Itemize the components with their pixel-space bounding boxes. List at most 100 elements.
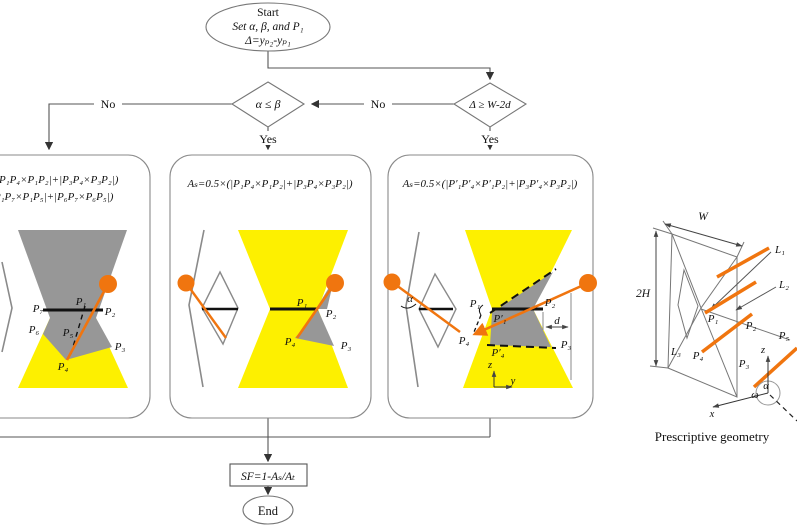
edge-view-chevron [188, 229, 205, 388]
yes-right-bg [474, 131, 506, 145]
label-p2: P₂ [104, 306, 116, 318]
formula-right: Aₛ=0.5×(|P′₁P′₄×P′₁P₂|+|P₃P′₄×P₃P₂|) [402, 178, 578, 190]
prescriptive-geometry-3d: W 2H L₁ L₂ L₃ P₁ P₂ P₃ P₄ P₅ z x ω α Pre… [636, 211, 797, 444]
orange-line-l3 [700, 312, 754, 354]
fold-right [700, 256, 738, 398]
label-p3: P₃ [560, 339, 572, 351]
dim-w-line [664, 223, 743, 247]
formula-left-line1: |P₁P₄×P₁P₂|+|P₃P₄×P₃P₂|) [0, 174, 119, 186]
label-alpha-3d: α [763, 381, 769, 392]
sf-result-box [229, 463, 308, 487]
start-line1: Start [257, 7, 280, 19]
geometry-caption: Prescriptive geometry [655, 429, 770, 444]
edge-view-prescriptive-line [185, 282, 227, 339]
yes-right-label: Yes [481, 132, 499, 146]
sf-result-label: SF=1-Aₛ/Aₜ [241, 471, 295, 483]
bowtie-bottom-yellow [238, 309, 348, 388]
label-d: d [554, 315, 560, 327]
shift-arc-mark [478, 304, 484, 316]
label-l3: L₃ [670, 346, 681, 358]
bowtie-top-yellow [465, 230, 572, 309]
connector-no-alpha-to-left [44, 103, 232, 151]
label-x-3d: x [709, 409, 715, 420]
formula-left-line2: P₁P₇×P₁P₅|+|P₆P₇×P₆P₅|) [0, 191, 114, 203]
container-case-left [0, 154, 151, 419]
flow-connectors [0, 51, 495, 496]
label-p1: P₁ [75, 296, 87, 308]
label-p1-prime: P′₁ [493, 313, 507, 325]
line-end-dot [326, 274, 344, 292]
label-p4: P₄ [458, 335, 470, 347]
label-p5-3d: P₅ [778, 330, 790, 342]
prescriptive-line [472, 281, 589, 336]
leader-l1 [710, 251, 772, 310]
orange-line-l2 [704, 280, 757, 315]
orange-line-l4 [752, 346, 797, 389]
label-p2: P₂ [544, 297, 556, 309]
label-p4-prime: P′₄ [491, 347, 505, 359]
bowtie-top-gray [18, 230, 127, 318]
decision-alpha-label: α ≤ β [256, 97, 281, 111]
label-z-3d: z [760, 345, 765, 356]
p1-p4-dashed [473, 314, 482, 333]
edge-view-diamond [418, 272, 457, 349]
p2-p5-line [700, 308, 791, 341]
edge-view-chevron-cut [1, 261, 13, 353]
label-2h: 2H [636, 288, 651, 300]
prescriptive-line [295, 282, 337, 339]
no-left-label: No [101, 97, 116, 111]
orange-line-l1 [716, 246, 770, 279]
prescriptive-line [65, 283, 110, 361]
fold-diamond [677, 268, 699, 340]
diagram-middle-case: P₁ P₂ P₄ P₃ [177, 229, 351, 388]
label-alpha: α [407, 293, 413, 305]
edge-view-prescriptive-line [391, 281, 461, 333]
line-end-dot [579, 274, 597, 292]
label-p2-3d: P₂ [745, 320, 757, 332]
label-p5: P₅ [62, 327, 74, 339]
prescriptive-lines-3d [700, 246, 797, 389]
label-p4: P₄ [57, 361, 69, 373]
label-p1: P₁ [296, 297, 308, 309]
label-y: y [510, 376, 516, 387]
label-omega: ω [751, 390, 758, 401]
end-node [242, 495, 294, 525]
label-p1-3d: P₁ [707, 313, 719, 325]
bowtie-top-yellow [238, 230, 348, 309]
no-mid-label: No [371, 97, 386, 111]
line-end-dot [99, 275, 117, 293]
start-node [205, 2, 331, 52]
bowtie-bottom-yellow [463, 309, 573, 388]
diagram-right-case: α d z y P₁ P′₁ P₂ P₄ P′₄ P₃ [383, 230, 597, 390]
formula-middle: Aₛ=0.5×(|P₁P₄×P₁P₂|+|P₃P₄×P₃P₂|) [186, 178, 352, 190]
container-case-middle [169, 154, 372, 419]
yes-left-bg [252, 131, 284, 145]
band-top-dashed [489, 268, 557, 314]
decision-delta-label: Δ ≥ W-2d [468, 99, 511, 111]
decision-delta [452, 82, 528, 128]
label-l1: L₁ [774, 244, 785, 256]
leader-l2 [735, 286, 777, 311]
start-line2: Set α, β, and P₁ [232, 21, 303, 33]
label-z: z [487, 360, 492, 371]
label-p7: P₇ [32, 303, 44, 315]
label-p4: P₄ [284, 336, 296, 348]
connector-start-to-delta [267, 51, 495, 81]
edge-view-chevron [405, 231, 420, 388]
edge-view-dot [383, 273, 401, 291]
label-p3: P₃ [114, 341, 126, 353]
yes-left-label: Yes [259, 132, 277, 146]
label-p1: P₁ [469, 298, 481, 310]
label-p6: P₆ [28, 324, 40, 336]
label-p4-3d: P₄ [692, 350, 704, 362]
dim-h-ext2 [649, 365, 669, 369]
end-label: End [258, 504, 279, 518]
label-p3-3d: P₃ [738, 358, 750, 370]
label-w: W [698, 211, 709, 223]
decision-alpha-beta [230, 81, 306, 128]
label-p2: P₂ [325, 308, 337, 320]
dim-w-ext2 [736, 241, 745, 258]
shadow-triangle-gray [295, 310, 334, 346]
